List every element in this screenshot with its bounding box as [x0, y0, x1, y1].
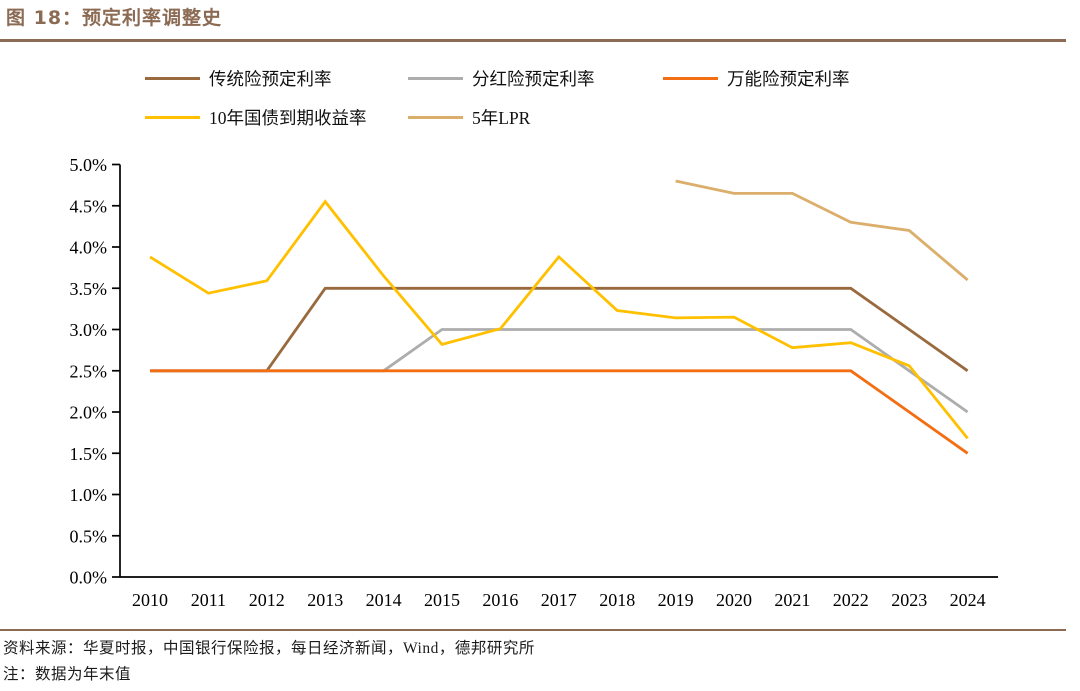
legend-item-label: 传统险预定利率 — [209, 68, 332, 89]
x-tick-label: 2010 — [132, 590, 168, 610]
legend-item-label: 10年国债到期收益率 — [209, 107, 367, 128]
x-tick-label: 2022 — [833, 590, 869, 610]
y-tick-label: 1.5% — [70, 444, 108, 464]
x-tick-label: 2016 — [482, 590, 518, 610]
legend-swatch-line — [408, 115, 463, 119]
x-tick-label: 2021 — [774, 590, 810, 610]
source-note: 资料来源：华夏时报，中国银行保险报，每日经济新闻，Wind，德邦研究所 — [3, 640, 535, 657]
footer-divider — [0, 629, 1066, 631]
x-tick-label: 2018 — [599, 590, 635, 610]
legend-item-label: 分红险预定利率 — [472, 68, 595, 89]
legend-item: 分红险预定利率 — [408, 65, 595, 91]
y-tick-label: 0.5% — [70, 526, 108, 546]
x-tick-label: 2013 — [307, 590, 343, 610]
y-tick-label: 2.0% — [70, 403, 108, 423]
legend-item-label: 5年LPR — [472, 107, 531, 128]
x-tick-label: 2023 — [891, 590, 927, 610]
figure-title: 图 18：预定利率调整史 — [6, 7, 223, 29]
series-line — [675, 179, 969, 282]
y-tick-label: 3.5% — [70, 279, 108, 299]
x-tick-label: 2020 — [716, 590, 752, 610]
legend-item: 10年国债到期收益率 — [145, 104, 367, 130]
x-tick-label: 2019 — [658, 590, 694, 610]
y-tick-label: 2.5% — [70, 361, 108, 381]
x-tick-label: 2014 — [366, 590, 402, 610]
legend-item: 万能险预定利率 — [663, 65, 850, 91]
data-note: 注：数据为年末值 — [3, 666, 132, 683]
legend-swatch-line — [408, 76, 463, 80]
x-tick-label: 2015 — [424, 590, 460, 610]
legend-swatch-line — [663, 76, 718, 80]
y-tick-label: 1.0% — [70, 485, 108, 505]
y-tick-label: 4.5% — [70, 196, 108, 216]
legend-swatch-line — [145, 76, 200, 80]
series-line — [150, 286, 969, 373]
series-line — [150, 369, 969, 455]
x-tick-label: 2017 — [541, 590, 577, 610]
y-tick-label: 5.0% — [70, 155, 108, 175]
legend-swatch-line — [145, 115, 200, 119]
chart-legend: 传统险预定利率 分红险预定利率 万能险预定利率 10年国债到期收益率 5年LPR — [0, 0, 1080, 150]
y-tick-label: 3.0% — [70, 320, 108, 340]
x-tick-label: 2012 — [249, 590, 285, 610]
legend-item-label: 万能险预定利率 — [727, 68, 850, 89]
y-tick-label: 4.0% — [70, 238, 108, 258]
y-tick-label: 0.0% — [70, 568, 108, 588]
series-line — [149, 199, 969, 440]
legend-item: 传统险预定利率 — [145, 65, 332, 91]
x-tick-label: 2024 — [950, 590, 986, 610]
legend-item: 5年LPR — [408, 104, 530, 130]
title-divider — [0, 39, 1066, 42]
x-tick-label: 2011 — [191, 590, 226, 610]
